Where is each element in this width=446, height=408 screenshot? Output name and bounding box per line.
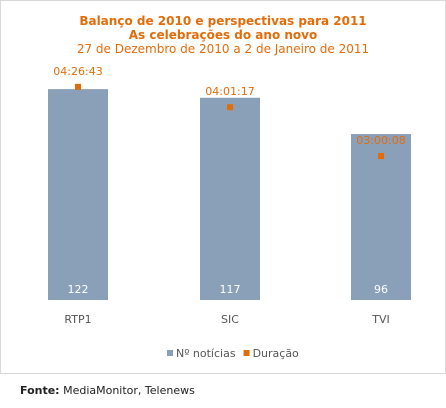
legend-swatch-noticias — [167, 350, 173, 356]
duration-label: 03:00:08 — [356, 134, 405, 147]
category-tick-label: SIC — [221, 313, 239, 326]
source-text: MediaMonitor, Telenews — [59, 384, 195, 397]
bar-rtp1 — [48, 89, 108, 300]
category-tick-label: TVI — [371, 313, 390, 326]
duration-point-rtp1 — [75, 83, 81, 90]
chart-plot: 122 04:26:43 RTP1 117 04:01:17 SIC 96 03:00:08 T… — [48, 65, 411, 360]
duration-point-tvi — [378, 153, 384, 160]
category-tick-label: RTP1 — [64, 313, 91, 326]
source-label: Fonte: — [20, 384, 60, 397]
bar-value-label: 96 — [374, 283, 388, 296]
chart-subtitle: As celebrações do ano novo — [128, 28, 318, 42]
duration-point-sic — [227, 104, 233, 111]
legend-swatch-duracao — [243, 350, 250, 356]
chart-period: 27 de Dezembro de 2010 a 2 de Janeiro de… — [76, 42, 370, 56]
duration-label: 04:01:17 — [205, 85, 254, 98]
chart-title: Balanço de 2010 e perspectivas para 2011 — [79, 14, 367, 28]
chart-titles: Balanço de 2010 e perspectivas para 2011… — [0, 14, 446, 56]
duration-label: 04:26:43 — [53, 65, 102, 78]
bar-value-label: 122 — [68, 283, 89, 296]
bar-value-label: 117 — [220, 283, 241, 296]
legend-label-noticias: Nº notícias — [176, 347, 236, 360]
source-note: Fonte: MediaMonitor, Telenews — [20, 384, 195, 397]
bar-tvi — [351, 134, 411, 300]
bar-sic — [200, 97, 260, 300]
legend-label-duracao: Duração — [253, 347, 299, 360]
